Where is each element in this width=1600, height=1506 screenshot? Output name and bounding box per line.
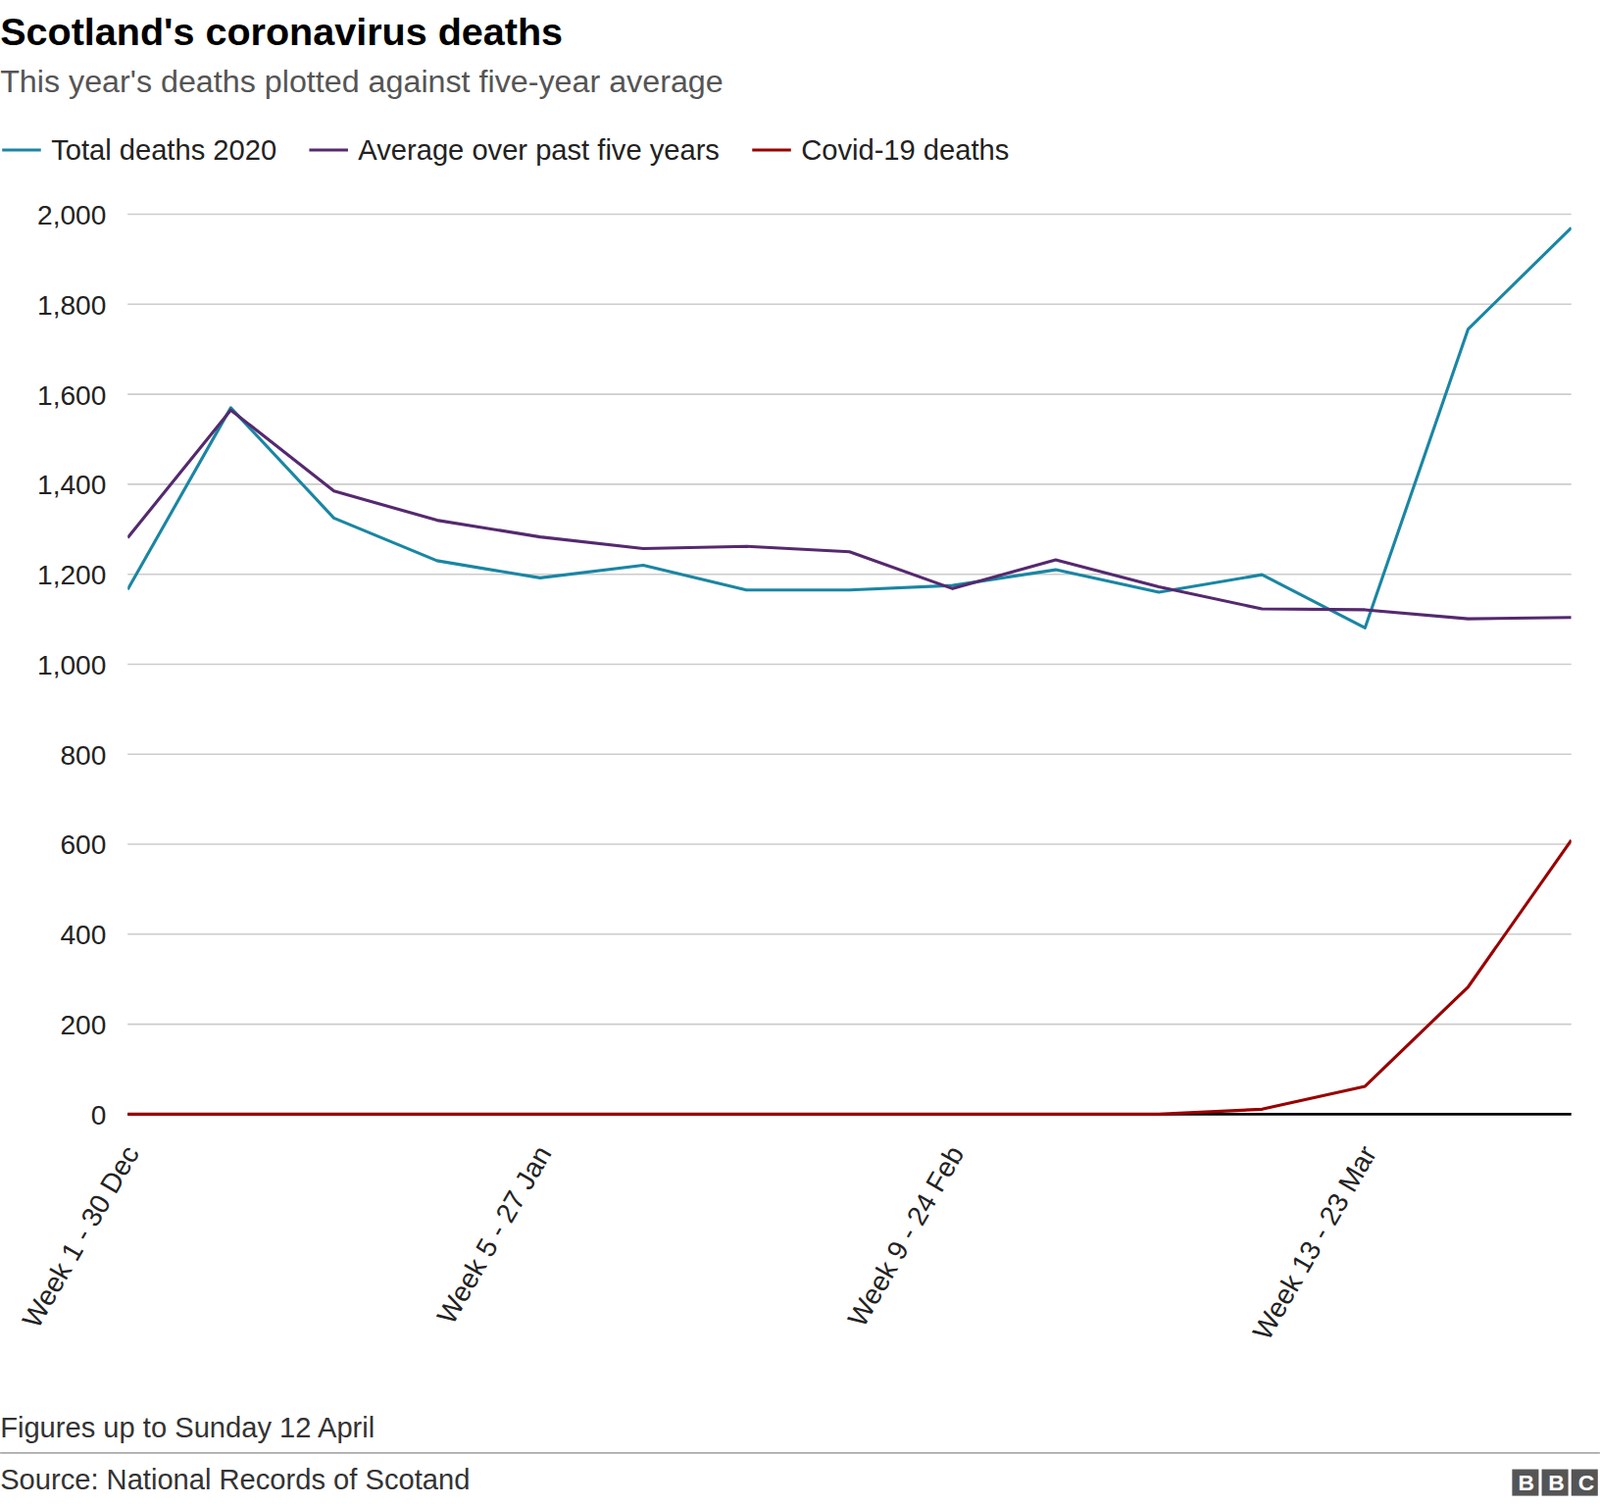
logo: BBC xyxy=(1511,1469,1600,1497)
footer-rule xyxy=(0,1451,1600,1454)
logo-text: BBC xyxy=(1518,1469,1600,1496)
grid-line xyxy=(127,752,1572,755)
y-tick-label: 2,000 xyxy=(37,200,106,231)
legend-label: Total deaths 2020 xyxy=(50,134,277,166)
legend-label: Average over past five years xyxy=(357,134,720,166)
series-line xyxy=(127,409,1572,619)
grid-line xyxy=(127,303,1572,306)
legend-label: Covid-19 deaths xyxy=(800,134,1009,166)
y-tick-label: 400 xyxy=(59,919,106,950)
chart: Scotland's coronavirus deaths This year's… xyxy=(0,0,1600,1506)
subtitle: This year's deaths plotted against five-… xyxy=(0,63,724,100)
grid-line xyxy=(127,573,1572,576)
y-tick-label: 600 xyxy=(59,829,106,860)
grid-line xyxy=(127,483,1572,486)
x-tick-label: Week 1 - 30 Dec xyxy=(16,1140,146,1333)
y-tick-label: 200 xyxy=(59,1009,106,1041)
legend-swatch xyxy=(751,148,792,151)
grid-line xyxy=(127,393,1572,396)
y-tick-label: 1,800 xyxy=(37,290,106,321)
grid-line xyxy=(127,843,1572,846)
source: Source: National Records of Scotand xyxy=(0,1463,470,1496)
note: Figures up to Sunday 12 April xyxy=(0,1411,375,1444)
series-line xyxy=(127,840,1572,1114)
grid-line xyxy=(127,663,1572,666)
y-tick-label: 800 xyxy=(59,740,106,771)
y-tick-label: 1,200 xyxy=(37,559,106,591)
series-line xyxy=(127,227,1572,628)
grid-line xyxy=(127,933,1572,936)
grid-line xyxy=(127,1023,1572,1026)
legend-swatch xyxy=(308,148,349,151)
plot-area xyxy=(127,227,1572,1114)
grid-line xyxy=(127,213,1572,216)
x-tick-label: Week 5 - 27 Jan xyxy=(431,1140,558,1329)
x-tick-label: Week 13 - 23 Mar xyxy=(1247,1140,1383,1345)
legend-swatch xyxy=(1,148,42,151)
y-tick-label: 1,000 xyxy=(37,650,106,681)
y-tick-label: 1,400 xyxy=(37,469,106,500)
y-tick-label: 0 xyxy=(91,1100,107,1131)
title: Scotland's coronavirus deaths xyxy=(0,9,563,53)
y-tick-label: 1,600 xyxy=(37,380,106,411)
x-tick-label: Week 9 - 24 Feb xyxy=(842,1140,970,1332)
